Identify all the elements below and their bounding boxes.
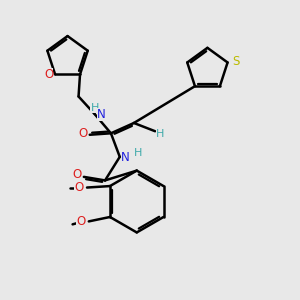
Text: S: S (232, 55, 239, 68)
Text: O: O (74, 181, 83, 194)
Text: O: O (44, 68, 53, 81)
Text: H: H (156, 129, 165, 139)
Text: O: O (79, 127, 88, 140)
Text: H: H (91, 103, 99, 113)
Text: H: H (134, 148, 142, 158)
Text: O: O (76, 215, 85, 228)
Text: N: N (97, 108, 106, 121)
Text: N: N (121, 151, 130, 164)
Text: O: O (73, 168, 82, 181)
